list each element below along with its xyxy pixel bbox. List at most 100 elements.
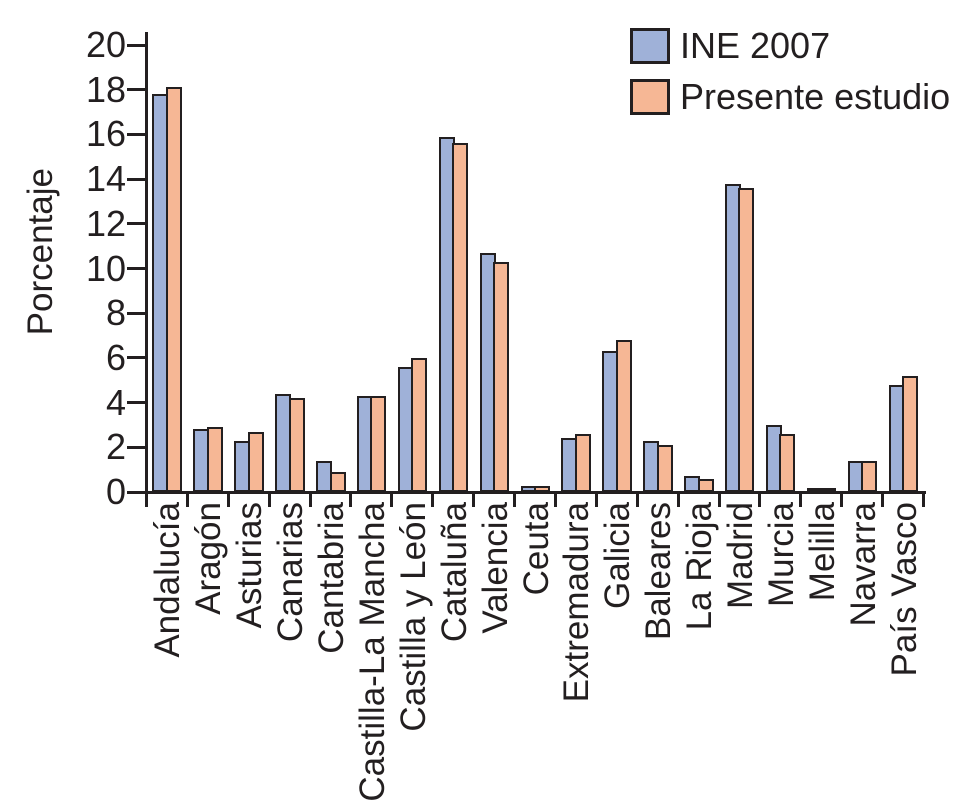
bar-presente-estudio — [779, 433, 796, 492]
x-tick-mark — [922, 492, 925, 507]
y-tick-mark — [127, 401, 146, 405]
x-axis-label: Baleares — [638, 502, 680, 645]
x-axis-label: Cataluña — [434, 502, 476, 647]
bar-presente-estudio — [534, 486, 550, 492]
x-axis-label: Castilla y León — [393, 502, 435, 737]
y-tick-label: 6 — [105, 336, 126, 378]
legend-swatch-ine2007 — [630, 28, 670, 64]
x-axis-label: Canarias — [270, 502, 312, 647]
x-tick-mark — [349, 492, 353, 507]
bar-presente-estudio — [574, 433, 591, 492]
x-axis-label-text: Madrid — [720, 502, 760, 609]
bar-presente-estudio — [452, 143, 469, 492]
x-axis-label: Murcia — [761, 502, 803, 612]
x-tick-mark — [676, 492, 680, 507]
x-axis-label-text: Cataluña — [434, 502, 474, 643]
x-tick-mark — [635, 492, 639, 507]
y-tick-label: 16 — [85, 113, 126, 155]
y-tick-label: 12 — [85, 202, 126, 244]
x-axis-label-text: Castilla-La Mancha — [352, 502, 392, 802]
x-axis — [145, 491, 926, 494]
legend-entry-ine2007: INE 2007 — [630, 26, 950, 66]
y-tick-label: 4 — [105, 381, 126, 423]
x-axis-label: Cantabria — [311, 502, 353, 659]
x-axis-label: Melilla — [802, 502, 844, 606]
x-tick-mark — [226, 492, 230, 507]
x-axis-label: Andalucía — [147, 502, 189, 663]
bar-presente-estudio — [902, 375, 919, 492]
x-tick-mark — [472, 492, 476, 507]
x-axis-label: Galicia — [597, 502, 639, 614]
y-tick-mark — [127, 177, 146, 181]
x-axis-label: Castilla-La Mancha — [352, 502, 394, 807]
y-tick-mark — [127, 43, 146, 47]
bar-presente-estudio — [738, 188, 755, 492]
y-tick-mark — [127, 267, 146, 270]
y-tick-label: 18 — [85, 68, 126, 110]
x-axis-label-text: Andalucía — [148, 502, 188, 658]
y-tick-label: 0 — [105, 471, 126, 512]
x-axis-label-text: Extremadura — [557, 502, 597, 703]
x-tick-mark — [594, 492, 598, 507]
y-tick-mark — [127, 88, 146, 92]
x-axis-label-text: Melilla — [802, 502, 842, 602]
bar-presente-estudio — [615, 340, 632, 492]
x-axis-label-text: Murcia — [761, 502, 801, 608]
x-axis-label-text: Cantabria — [312, 502, 352, 654]
x-tick-mark — [390, 492, 394, 507]
bar-presente-estudio — [861, 460, 878, 492]
x-axis-label-text: La Rioja — [680, 502, 720, 631]
x-tick-mark — [840, 492, 844, 507]
bar-presente-estudio — [697, 478, 714, 492]
x-tick-mark — [267, 492, 271, 507]
y-axis — [145, 32, 148, 495]
y-tick-label: 10 — [85, 247, 126, 289]
x-tick-mark — [145, 492, 148, 507]
legend: INE 2007 Presente estudio — [630, 26, 950, 128]
bar-presente-estudio — [247, 431, 264, 492]
x-tick-mark — [308, 492, 312, 507]
x-axis-label-text: Navarra — [843, 502, 883, 627]
y-tick-mark — [127, 490, 146, 494]
y-tick-label: 2 — [105, 426, 126, 468]
bar-presente-estudio — [370, 395, 387, 492]
x-axis-label: Navarra — [843, 502, 885, 631]
legend-entry-presente-estudio: Presente estudio — [630, 77, 950, 117]
x-axis-label: Ceuta — [516, 502, 558, 600]
bar-presente-estudio — [288, 398, 305, 492]
x-axis-label-text: Valencia — [475, 502, 515, 634]
x-axis-label: País Vasco — [884, 502, 926, 681]
x-tick-mark — [881, 492, 885, 507]
legend-label-presente-estudio: Presente estudio — [680, 76, 951, 117]
x-tick-mark — [553, 492, 557, 507]
x-axis-label: Asturias — [229, 502, 271, 633]
bar-presente-estudio — [329, 471, 346, 492]
bar-presente-estudio — [165, 87, 182, 492]
x-axis-label-text: Castilla y León — [393, 502, 433, 732]
x-axis-label-text: Aragón — [189, 502, 229, 615]
y-tick-mark — [127, 132, 146, 136]
bar-presente-estudio — [656, 445, 673, 492]
x-tick-mark — [799, 492, 803, 507]
x-axis-label-text: Canarias — [271, 502, 311, 643]
legend-label-ine2007: INE 2007 — [680, 25, 831, 66]
x-axis-label: Aragón — [188, 502, 230, 620]
y-tick-mark — [127, 222, 146, 226]
y-tick-label: 8 — [105, 292, 126, 334]
x-tick-mark — [431, 492, 435, 507]
x-axis-label-text: Baleares — [639, 502, 679, 641]
x-axis-label: Madrid — [720, 502, 762, 614]
y-tick-label: 14 — [85, 158, 126, 200]
y-tick-mark — [127, 311, 146, 315]
y-tick-mark — [127, 445, 146, 449]
x-axis-label-text: Galicia — [598, 502, 638, 609]
bar-presente-estudio — [206, 427, 223, 492]
y-tick-label: 20 — [85, 24, 126, 65]
x-tick-mark — [185, 492, 189, 507]
x-axis-label-text: Asturias — [230, 502, 270, 629]
bar-presente-estudio — [493, 261, 510, 492]
x-tick-mark — [758, 492, 762, 507]
legend-swatch-presente-estudio — [630, 79, 670, 115]
x-axis-label: Valencia — [475, 502, 517, 639]
